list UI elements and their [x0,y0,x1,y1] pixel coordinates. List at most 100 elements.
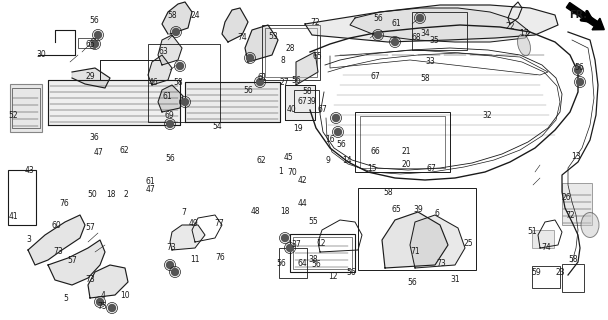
Polygon shape [148,55,172,85]
Polygon shape [296,52,318,85]
Text: 19: 19 [293,124,303,133]
Bar [355,112,450,172]
Text: 11: 11 [190,255,199,264]
Circle shape [392,38,398,45]
Bar [290,234,355,272]
Bar [262,25,320,80]
Polygon shape [285,85,315,120]
Bar [562,183,592,225]
Text: 12: 12 [316,239,326,248]
Text: 73: 73 [436,259,446,268]
Text: 38: 38 [308,255,318,264]
Text: 31: 31 [450,275,460,284]
Polygon shape [245,25,278,62]
Text: 56: 56 [89,16,99,25]
Text: 73: 73 [53,247,63,256]
Circle shape [416,14,424,21]
Circle shape [375,31,381,38]
Text: 23: 23 [556,268,565,277]
Circle shape [333,115,339,122]
Bar [148,44,220,122]
Circle shape [167,261,173,268]
Text: 42: 42 [298,176,308,185]
Text: 73: 73 [85,275,95,284]
Text: 4: 4 [101,292,106,300]
Text: 49: 49 [188,219,198,228]
Text: 14: 14 [342,156,351,165]
Text: 3: 3 [27,236,32,244]
Text: 73: 73 [167,244,176,252]
Text: 66: 66 [371,147,381,156]
Text: 56: 56 [373,14,383,23]
Text: 55: 55 [308,217,318,226]
Text: 65: 65 [392,205,401,214]
Circle shape [334,129,342,135]
Text: 61: 61 [392,19,401,28]
Text: 10: 10 [120,292,130,300]
Polygon shape [382,212,448,268]
Text: 60: 60 [51,221,61,230]
Bar [279,248,307,278]
Text: 56: 56 [292,76,302,85]
Circle shape [167,121,173,127]
Text: 62: 62 [257,156,266,165]
Circle shape [108,305,116,311]
Text: 65: 65 [313,52,322,61]
Bar [294,90,319,112]
Text: 26: 26 [562,193,572,202]
Text: 56: 56 [243,86,253,95]
Text: 58: 58 [302,87,312,96]
Bar [412,12,467,50]
Text: 77: 77 [214,219,224,228]
Text: 72: 72 [310,18,320,27]
Text: 17: 17 [519,29,529,38]
Bar [10,84,42,132]
Text: 76: 76 [215,253,225,262]
Text: 24: 24 [191,11,201,20]
Text: 43: 43 [24,166,34,175]
Text: 39: 39 [306,97,316,106]
Text: 67: 67 [427,164,437,172]
Text: 64: 64 [298,260,308,268]
Text: 57: 57 [67,256,77,265]
Polygon shape [158,35,182,65]
Text: 62: 62 [120,146,130,155]
Text: 29: 29 [85,72,95,81]
Text: 56: 56 [165,154,175,163]
Text: 12: 12 [328,272,338,281]
Text: 37: 37 [292,240,302,249]
Bar [532,266,560,288]
Text: 20: 20 [401,160,411,169]
Circle shape [97,299,103,306]
Circle shape [91,41,98,47]
Circle shape [94,31,102,38]
Text: 67: 67 [298,97,308,106]
Bar [562,264,584,292]
Text: 44: 44 [298,199,308,208]
Text: 67: 67 [317,105,327,114]
Text: 33: 33 [426,57,435,66]
Text: 57: 57 [85,223,95,232]
Circle shape [171,268,179,276]
Text: 27: 27 [280,78,289,87]
Polygon shape [410,215,465,268]
Text: 5: 5 [63,294,68,303]
Text: 8: 8 [280,56,285,65]
Text: 30: 30 [36,50,46,59]
Circle shape [286,244,294,252]
Circle shape [282,235,289,242]
FancyArrow shape [566,3,604,30]
Text: 7: 7 [181,208,186,217]
Text: 36: 36 [89,133,99,142]
Text: 56: 56 [276,260,286,268]
Text: 28: 28 [286,44,295,52]
Text: 47: 47 [94,148,103,157]
Text: 58: 58 [173,78,183,87]
Circle shape [576,78,584,85]
Text: 56: 56 [337,140,347,149]
Circle shape [182,99,188,106]
Text: 35: 35 [430,36,440,45]
Text: 32: 32 [483,111,492,120]
Text: 71: 71 [410,247,420,256]
Text: 76: 76 [59,199,69,208]
